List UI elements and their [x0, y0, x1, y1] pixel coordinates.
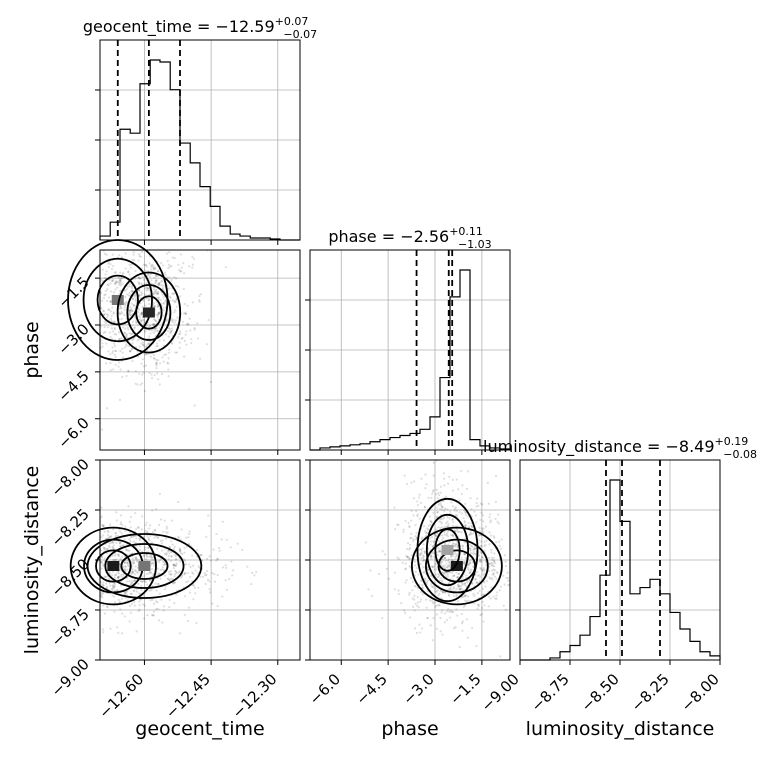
y-tick-label: −3.0: [54, 320, 92, 358]
x-tick-label: −8.75: [528, 670, 573, 715]
ylabel-phase: phase: [21, 321, 43, 378]
x-tick-label: −3.0: [399, 670, 437, 708]
contour-level: [425, 513, 470, 587]
sample-points: [100, 250, 227, 431]
x-tick-label: −6.0: [306, 670, 344, 708]
density-peak: [450, 561, 463, 571]
x-tick-label: −12.60: [95, 670, 147, 722]
ylabel-luminosity-distance: luminosity_distance: [21, 466, 43, 655]
x-tick-label: −9.00: [478, 670, 523, 715]
xlabel-geocent-time: geocent_time: [135, 718, 264, 740]
contour-level: [425, 538, 489, 594]
y-tick-label: −8.25: [48, 505, 93, 550]
title-geocent-time: geocent_time = −12.59+0.07 −0.07: [83, 15, 317, 41]
x-tick-label: −8.00: [678, 670, 723, 715]
x-tick-label: −8.25: [628, 670, 673, 715]
histogram-phase: [310, 269, 511, 451]
density-peak: [138, 561, 151, 571]
scatter-panel-geocent-time-vs-phase: [67, 239, 301, 455]
xlabel-luminosity-distance: luminosity_distance: [526, 718, 715, 740]
y-tick-label: −8.75: [48, 605, 93, 650]
density-peak: [142, 307, 155, 318]
axes-frame: [309, 459, 511, 661]
contour-level: [86, 533, 203, 599]
contour-level: [416, 497, 479, 603]
y-tick-label: −1.5: [54, 273, 92, 311]
contour-level: [135, 295, 163, 330]
scatter-panel-phase-vs-luminosity-distance: [305, 459, 511, 665]
grid: [100, 40, 300, 240]
density-peak: [107, 561, 120, 571]
scatter-panel-geocent-time-vs-luminosity-distance: [69, 459, 301, 665]
contour-level: [104, 543, 185, 589]
axes-frame: [99, 249, 301, 451]
axes-frame: [519, 459, 721, 661]
x-tick-label: −12.45: [162, 670, 214, 722]
hist-panel-luminosity-distance: [515, 459, 721, 665]
density-peak: [111, 295, 124, 305]
title-luminosity-distance: luminosity_distance = −8.49+0.19 −0.08: [483, 435, 757, 461]
grid: [310, 250, 510, 450]
contour-level: [120, 552, 169, 580]
x-tick-label: −4.5: [352, 670, 390, 708]
axes-frame: [99, 459, 301, 661]
density-peak: [441, 545, 454, 555]
contour-level: [82, 257, 153, 343]
axes-frame: [99, 39, 301, 241]
hist-panel-geocent-time: [95, 39, 301, 245]
histogram-geocent-time: [99, 59, 300, 241]
contour-level: [116, 271, 182, 354]
contour-level: [410, 526, 503, 606]
contour-level: [95, 549, 132, 583]
x-tick-label: −8.50: [578, 670, 623, 715]
contour-level: [126, 284, 172, 341]
xlabel-phase: phase: [381, 718, 438, 740]
hist-panel-phase: [305, 249, 511, 455]
axes-frame: [309, 249, 511, 451]
y-tick-label: −4.5: [54, 367, 92, 405]
histogram-luminosity-distance: [520, 479, 721, 661]
y-tick-label: −6.0: [54, 414, 92, 452]
title-phase: phase = −2.56+0.11 −1.03: [328, 225, 491, 251]
contour-level: [434, 528, 461, 572]
y-tick-label: −9.00: [48, 655, 93, 700]
contour-level: [96, 274, 139, 326]
x-tick-label: −12.30: [229, 670, 281, 722]
y-tick-label: −8.00: [48, 455, 93, 500]
contour-level: [69, 526, 157, 606]
